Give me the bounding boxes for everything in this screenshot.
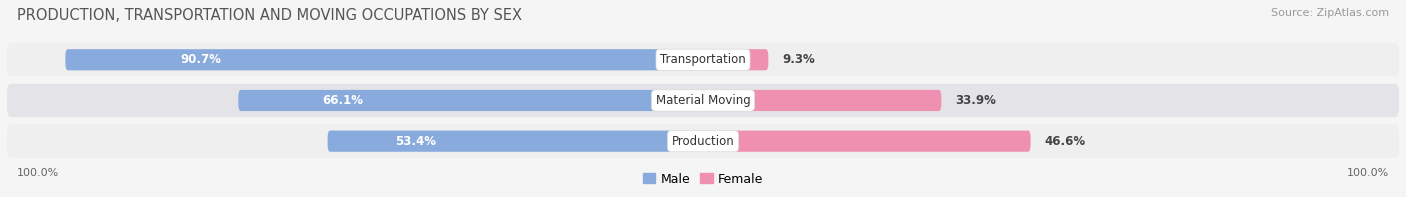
Text: 53.4%: 53.4% [395,135,436,148]
Legend: Male, Female: Male, Female [638,168,768,191]
Text: 90.7%: 90.7% [180,53,221,66]
Text: 9.3%: 9.3% [782,53,815,66]
Text: Material Moving: Material Moving [655,94,751,107]
Text: 100.0%: 100.0% [1347,168,1389,178]
FancyBboxPatch shape [7,84,1399,117]
FancyBboxPatch shape [65,49,703,70]
Text: Transportation: Transportation [661,53,745,66]
FancyBboxPatch shape [7,125,1399,158]
Text: 33.9%: 33.9% [956,94,997,107]
Text: 100.0%: 100.0% [17,168,59,178]
FancyBboxPatch shape [239,90,703,111]
Text: 46.6%: 46.6% [1045,135,1085,148]
FancyBboxPatch shape [703,131,1031,152]
Text: Source: ZipAtlas.com: Source: ZipAtlas.com [1271,8,1389,18]
Text: PRODUCTION, TRANSPORTATION AND MOVING OCCUPATIONS BY SEX: PRODUCTION, TRANSPORTATION AND MOVING OC… [17,8,522,23]
FancyBboxPatch shape [328,131,703,152]
FancyBboxPatch shape [703,49,768,70]
Text: Production: Production [672,135,734,148]
Text: 66.1%: 66.1% [322,94,363,107]
FancyBboxPatch shape [7,43,1399,76]
FancyBboxPatch shape [703,90,942,111]
